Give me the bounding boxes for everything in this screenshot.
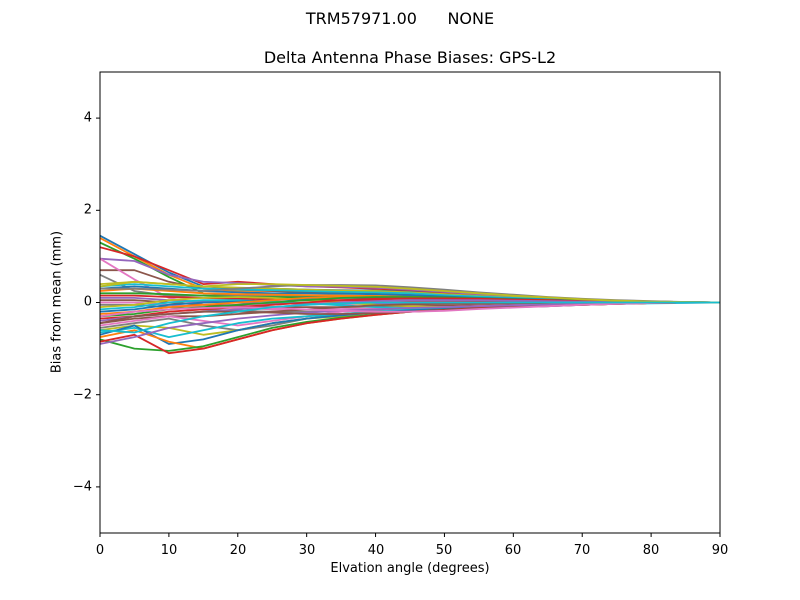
y-tick-label: −4 [72,479,92,495]
series-line [100,280,720,304]
x-tick-label: 50 [435,543,453,558]
figure-suptitle: TRM57971.00 NONE [305,9,495,28]
y-tick-label: 2 [83,202,92,218]
x-tick-label: 10 [160,543,178,558]
x-tick-label: 20 [229,543,247,558]
axis-ticks [96,117,721,537]
series-line [100,301,720,318]
x-axis-label: Elvation angle (degrees) [330,561,490,576]
x-tick-label: 70 [573,543,591,558]
data-lines [100,234,720,355]
y-axis-label: Bias from mean (mm) [49,230,65,374]
y-tick-label: 4 [83,110,92,126]
y-tick-label: 0 [83,294,92,310]
chart-title: Delta Antenna Phase Biases: GPS-L2 [263,48,557,67]
y-tick-label: −2 [72,387,92,403]
x-tick-label: 80 [642,543,660,558]
x-tick-label: 0 [95,543,105,558]
x-tick-label: 60 [504,543,522,558]
x-tick-label: 30 [298,543,316,558]
x-tick-label: 40 [367,543,385,558]
x-tick-label: 90 [711,543,729,558]
series-line [100,301,720,334]
